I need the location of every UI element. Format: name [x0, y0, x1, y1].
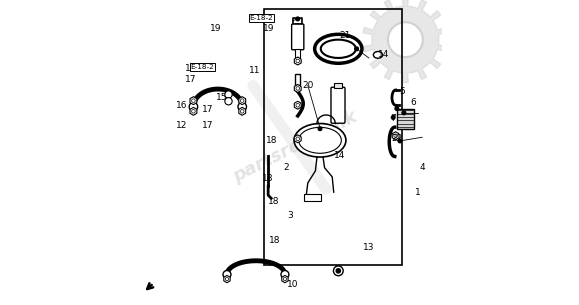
Text: 6: 6 [410, 98, 416, 107]
Circle shape [192, 109, 195, 113]
Text: 12: 12 [177, 120, 188, 130]
Polygon shape [190, 97, 197, 105]
Ellipse shape [299, 127, 342, 153]
Polygon shape [363, 0, 448, 83]
Text: 3: 3 [287, 210, 293, 220]
Text: 11: 11 [248, 66, 260, 75]
Text: 14: 14 [334, 151, 346, 160]
Circle shape [281, 271, 289, 278]
Text: 21: 21 [339, 30, 351, 40]
Circle shape [296, 103, 299, 107]
Circle shape [192, 99, 195, 102]
Circle shape [296, 87, 299, 90]
Circle shape [283, 278, 287, 281]
Text: 10: 10 [287, 280, 298, 289]
Text: 17: 17 [185, 64, 196, 73]
Bar [263, 9, 402, 265]
Circle shape [240, 109, 244, 113]
Text: 18: 18 [267, 197, 279, 206]
Text: 22: 22 [391, 134, 402, 143]
Polygon shape [294, 101, 301, 109]
Bar [304, 194, 321, 201]
Circle shape [355, 47, 358, 51]
Polygon shape [239, 107, 245, 115]
Circle shape [296, 17, 299, 21]
Text: 19: 19 [263, 24, 274, 34]
Text: 14: 14 [378, 50, 390, 59]
Text: 20: 20 [302, 81, 313, 90]
Polygon shape [239, 97, 245, 105]
Ellipse shape [321, 40, 356, 58]
Text: 16: 16 [177, 101, 188, 110]
Circle shape [391, 116, 395, 119]
Bar [295, 49, 300, 58]
Bar [295, 74, 301, 85]
FancyBboxPatch shape [331, 87, 345, 123]
Circle shape [395, 107, 399, 110]
Circle shape [398, 139, 402, 143]
Text: 1: 1 [415, 188, 420, 197]
Text: 17: 17 [185, 75, 196, 84]
Circle shape [318, 127, 322, 131]
FancyBboxPatch shape [292, 24, 304, 50]
Polygon shape [190, 107, 197, 115]
Text: 17: 17 [202, 120, 214, 130]
Text: 18: 18 [266, 136, 277, 145]
Circle shape [225, 98, 232, 105]
Circle shape [334, 266, 343, 276]
Polygon shape [294, 84, 301, 92]
Circle shape [225, 278, 229, 281]
Text: 18: 18 [262, 174, 274, 183]
Circle shape [225, 91, 232, 98]
Text: 4: 4 [419, 163, 425, 172]
Text: 17: 17 [202, 105, 214, 114]
Circle shape [238, 102, 247, 111]
Circle shape [296, 59, 299, 63]
Circle shape [388, 22, 423, 57]
Text: 19: 19 [210, 24, 221, 34]
Text: 13: 13 [363, 242, 375, 252]
Circle shape [296, 59, 299, 63]
Text: 7: 7 [390, 114, 396, 124]
Circle shape [189, 102, 197, 111]
Text: E-18-2: E-18-2 [190, 64, 214, 70]
Ellipse shape [314, 34, 362, 63]
Text: 15: 15 [216, 93, 228, 102]
Ellipse shape [294, 124, 346, 157]
Text: partsrepublik: partsrepublik [230, 107, 361, 185]
Circle shape [336, 269, 340, 273]
Bar [334, 83, 342, 88]
Polygon shape [282, 275, 288, 283]
Circle shape [394, 134, 397, 138]
Polygon shape [224, 275, 230, 283]
Polygon shape [294, 57, 301, 65]
Circle shape [296, 137, 299, 141]
Circle shape [402, 111, 406, 115]
Circle shape [223, 271, 231, 278]
Text: 18: 18 [269, 236, 281, 246]
Text: E-18-2: E-18-2 [250, 15, 273, 21]
Polygon shape [294, 135, 301, 143]
Text: 5: 5 [400, 87, 405, 96]
Ellipse shape [373, 52, 383, 58]
Text: 2: 2 [284, 163, 290, 172]
Polygon shape [392, 132, 399, 140]
Circle shape [240, 99, 244, 102]
Bar [397, 109, 413, 129]
